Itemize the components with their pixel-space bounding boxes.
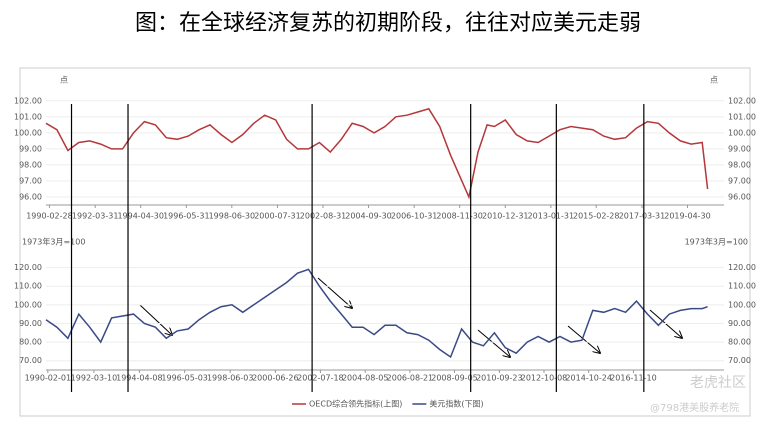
x-tick-label: 1998-06-30 [209, 212, 256, 221]
y-tick-label: 110.00 [728, 282, 756, 291]
y-unit: 1973年3月=100 [22, 237, 85, 247]
x-tick-label: 2000-06-26 [252, 374, 299, 383]
x-tick-label: 1994-04-08 [116, 374, 163, 383]
y-tick-label: 98.00 [728, 160, 751, 169]
y-tick-label: 100.00 [728, 128, 756, 137]
y-tick-label: 101.00 [14, 112, 42, 121]
y-unit: 1973年3月=100 [685, 237, 748, 247]
x-tick-label: 2006-08-21 [387, 374, 434, 383]
y-tick-label: 110.00 [14, 282, 42, 291]
x-tick-label: 2000-07-31 [254, 212, 301, 221]
y-tick-label: 97.00 [728, 176, 751, 185]
x-tick-label: 2004-08-05 [342, 374, 389, 383]
y-tick-label: 97.00 [19, 176, 42, 185]
legend-label: 美元指数(下图) [429, 399, 483, 409]
arrow [139, 304, 172, 335]
y-tick-label: 100.00 [728, 300, 756, 309]
y-tick-label: 100.00 [14, 300, 42, 309]
arrows [139, 277, 682, 357]
y-tick-label: 99.00 [728, 144, 751, 153]
y-tick-label: 120.00 [728, 263, 756, 272]
y-tick-label: 100.00 [14, 128, 42, 137]
x-tick-label: 1998-06-03 [207, 374, 254, 383]
x-tick-label: 2017-03-31 [619, 212, 666, 221]
x-tick-label: 2012-10-08 [521, 374, 568, 383]
legend-label: OECD综合领先指标(上图) [309, 399, 402, 409]
x-tick-label: 1994-04-30 [117, 212, 164, 221]
x-tick-label: 2016-11-10 [610, 374, 657, 383]
y-tick-label: 101.00 [728, 112, 756, 121]
y-tick-label: 70.00 [19, 356, 42, 365]
arrow [317, 277, 352, 308]
arrow [477, 329, 510, 357]
x-tick-label: 2014-10-24 [565, 374, 612, 383]
x-tick-label: 2008-11-30 [436, 212, 483, 221]
x-tick-label: 1992-03-10 [71, 374, 118, 383]
x-tick-label: 2006-10-31 [391, 212, 438, 221]
x-tick-label: 1990-02-28 [26, 212, 73, 221]
y-tick-label: 102.00 [14, 96, 42, 105]
x-tick-label: 2002-07-18 [297, 374, 344, 383]
x-tick-label: 2013-01-31 [528, 212, 575, 221]
arrow [567, 325, 600, 353]
x-tick-label: 1996-05-03 [161, 374, 208, 383]
y-unit: 点 [710, 76, 718, 85]
y-tick-label: 80.00 [19, 338, 42, 347]
x-tick-label: 2004-09-30 [345, 212, 392, 221]
series-line [45, 268, 708, 359]
y-tick-label: 99.00 [19, 144, 42, 153]
x-tick-label: 1996-05-31 [163, 212, 210, 221]
y-unit: 点 [60, 76, 68, 85]
chart-title: 图：在全球经济复苏的初期阶段，往往对应美元走弱 [135, 11, 641, 36]
y-tick-label: 80.00 [728, 338, 751, 347]
y-tick-label: 120.00 [14, 263, 42, 272]
y-tick-label: 102.00 [728, 96, 756, 105]
y-tick-label: 98.00 [19, 160, 42, 169]
y-tick-label: 70.00 [728, 356, 751, 365]
watermark: 老虎社区 [690, 375, 746, 391]
x-tick-label: 1992-03-31 [72, 212, 119, 221]
x-tick-label: 2010-09-23 [476, 374, 523, 383]
y-tick-label: 96.00 [728, 192, 751, 201]
x-tick-label: 1990-02-01 [25, 374, 72, 383]
frame [19, 67, 751, 417]
x-tick-label: 2008-09-05 [431, 374, 478, 383]
y-tick-label: 90.00 [19, 319, 42, 328]
y-tick-label: 96.00 [19, 192, 42, 201]
watermark: @798港美股养老院 [650, 401, 739, 414]
x-tick-label: 2002-08-31 [300, 212, 347, 221]
x-tick-label: 2010-12-31 [482, 212, 529, 221]
x-tick-label: 2019-04-30 [664, 212, 711, 221]
arrow [649, 309, 682, 338]
y-tick-label: 90.00 [728, 319, 751, 328]
series-line [45, 107, 709, 200]
x-tick-label: 2015-02-28 [573, 212, 620, 221]
